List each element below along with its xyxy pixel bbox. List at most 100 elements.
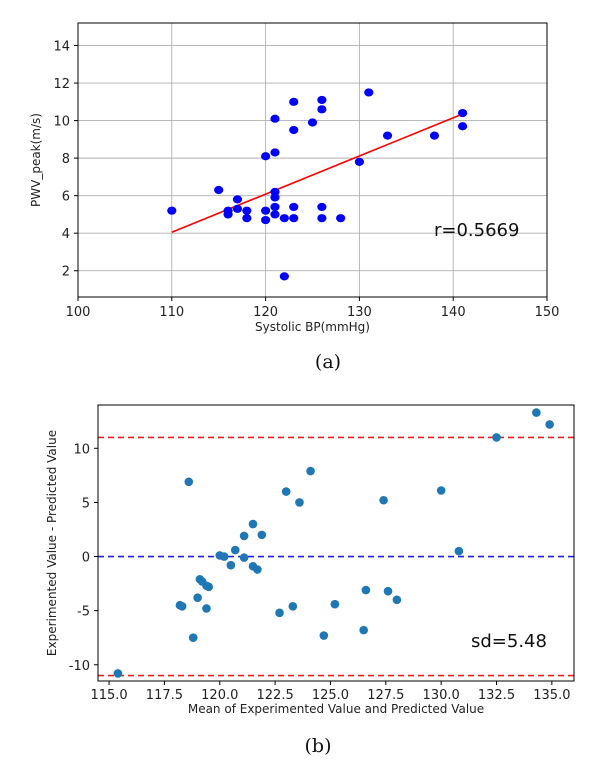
chart-b-points	[113, 408, 554, 678]
chart-b-data-point	[295, 498, 304, 507]
chart-a-data-point	[382, 131, 393, 140]
chart-b-data-point	[532, 408, 541, 417]
chart-a-fit-line	[171, 113, 463, 233]
chart-b-data-point	[361, 585, 371, 595]
chart-b-data-point	[454, 546, 464, 556]
chart-b-x-tick-label: 127.5	[367, 688, 404, 703]
chart-a-data-point	[261, 152, 271, 161]
chart-a-data-point	[270, 202, 280, 212]
chart-a-data-point	[261, 215, 271, 225]
chart-b-data-point	[379, 495, 388, 505]
chart-b-y-tick-label: -10	[69, 659, 90, 674]
chart-a-data-point	[364, 88, 374, 97]
chart-b-y-tick-label: 10	[73, 442, 90, 457]
chart-a-y-tick-label: 10	[53, 115, 70, 130]
chart-b-x-tick-label: 122.5	[257, 688, 294, 703]
chart-b-data-point	[184, 477, 194, 487]
chart-a-data-point	[289, 214, 299, 223]
chart-a-y-tick-label: 14	[53, 40, 70, 55]
chart-a-data-point	[270, 114, 280, 123]
chart-a-data-point	[279, 214, 289, 223]
chart-b-data-point	[226, 560, 236, 570]
chart-a-caption: (a)	[315, 351, 341, 373]
chart-a-data-point	[429, 131, 440, 140]
chart-a-x-ticks: 100 110 120 130 140 150	[66, 297, 560, 320]
chart-a-data-point	[457, 122, 468, 131]
chart-a-data-point	[289, 97, 299, 106]
chart-a-points	[167, 88, 468, 281]
chart-a-y-tick-label: 4	[62, 227, 70, 242]
chart-b-data-point	[202, 604, 211, 613]
chart-b-x-tick-label: 120.0	[201, 688, 238, 703]
chart-a-data-point	[270, 193, 280, 202]
chart-a-data-point	[232, 204, 243, 213]
chart-b-data-point	[319, 631, 329, 640]
chart-b-data-point	[113, 669, 123, 678]
chart-b-data-point	[436, 486, 446, 495]
chart-a-grid	[77, 23, 548, 297]
chart-a-data-point	[354, 157, 364, 166]
chart-a-data-point	[317, 95, 327, 105]
chart-b-data-point	[281, 487, 291, 496]
chart-b-data-point	[193, 593, 202, 602]
chart-b-x-tick-label: 135.0	[533, 688, 570, 703]
chart-b-x-axis-label: Mean of Experimented Value and Predicted…	[188, 702, 484, 716]
chart-b-data-point	[392, 595, 402, 605]
chart-a-frame	[77, 22, 548, 298]
chart-a-data-point	[242, 206, 252, 215]
chart-b-data-point	[306, 466, 315, 476]
chart-a-data-point	[270, 210, 280, 219]
chart-a-x-tick-label: 140	[441, 305, 466, 320]
chart-b-frame	[97, 404, 575, 682]
chart-b-data-point	[275, 608, 284, 618]
chart-a-data-point	[336, 214, 346, 223]
chart-b-x-tick-label: 132.5	[478, 688, 515, 703]
chart-a-data-point	[279, 272, 289, 281]
chart-a-data-point	[261, 206, 271, 215]
chart-b-data-point	[359, 625, 368, 635]
chart-a-data-point	[167, 206, 177, 215]
chart-a-data-point	[223, 206, 233, 215]
chart-b-data-point	[492, 433, 501, 442]
chart-a-x-tick-label: 100	[66, 305, 91, 320]
chart-b: 115.0 117.5 120.0 122.5 125.0 127.5 130.0 132.5…	[45, 404, 575, 757]
chart-b-data-point	[545, 420, 554, 429]
chart-b-data-point	[188, 633, 198, 643]
chart-a-data-point	[317, 202, 327, 212]
chart-b-y-tick-label: 0	[82, 551, 90, 566]
chart-a-x-tick-label: 150	[535, 305, 560, 320]
chart-a-data-point	[270, 148, 280, 157]
chart-a-y-axis-label: PWV_peak(m/s)	[29, 113, 43, 207]
chart-a-data-point	[457, 108, 468, 118]
chart-a-y-tick-label: 2	[62, 265, 70, 280]
chart-b-data-point	[230, 545, 240, 555]
chart-b-y-tick-label: 5	[82, 496, 90, 511]
chart-a-x-axis-label: Systolic BP(mmHg)	[255, 320, 370, 334]
chart-a-y-tick-label: 6	[62, 190, 70, 205]
chart-a-data-point	[270, 187, 280, 197]
chart-a-y-tick-label: 12	[53, 77, 70, 92]
chart-b-y-ticks: -10 -5 0 5 10	[69, 442, 98, 674]
chart-a-data-point	[317, 214, 327, 223]
chart-a-data-point	[317, 105, 327, 114]
chart-a-data-point	[289, 125, 299, 135]
chart-a-data-point	[214, 185, 224, 195]
chart-b-data-point	[288, 602, 298, 611]
chart-a-data-point	[232, 195, 243, 204]
chart-a-x-tick-label: 130	[347, 305, 372, 320]
chart-a-x-tick-label: 110	[159, 305, 184, 320]
chart-b-data-point	[248, 519, 258, 529]
chart-b-y-tick-label: -5	[77, 605, 90, 620]
chart-a-y-tick-label: 8	[62, 152, 70, 167]
chart-b-data-point	[383, 586, 393, 596]
chart-a: 100 110 120 130 140 150 2 4 6 8 10 12 14 Systolic B…	[29, 22, 560, 373]
chart-a-x-tick-label: 120	[253, 305, 278, 320]
chart-b-x-tick-label: 125.0	[312, 688, 349, 703]
chart-b-sd-annotation: sd=5.48	[471, 631, 547, 652]
chart-b-data-point	[219, 552, 229, 561]
chart-a-data-point	[289, 202, 299, 212]
chart-a-data-point	[242, 214, 252, 223]
chart-a-y-ticks: 2 4 6 8 10 12 14	[53, 40, 78, 280]
chart-b-x-tick-label: 130.0	[423, 688, 460, 703]
